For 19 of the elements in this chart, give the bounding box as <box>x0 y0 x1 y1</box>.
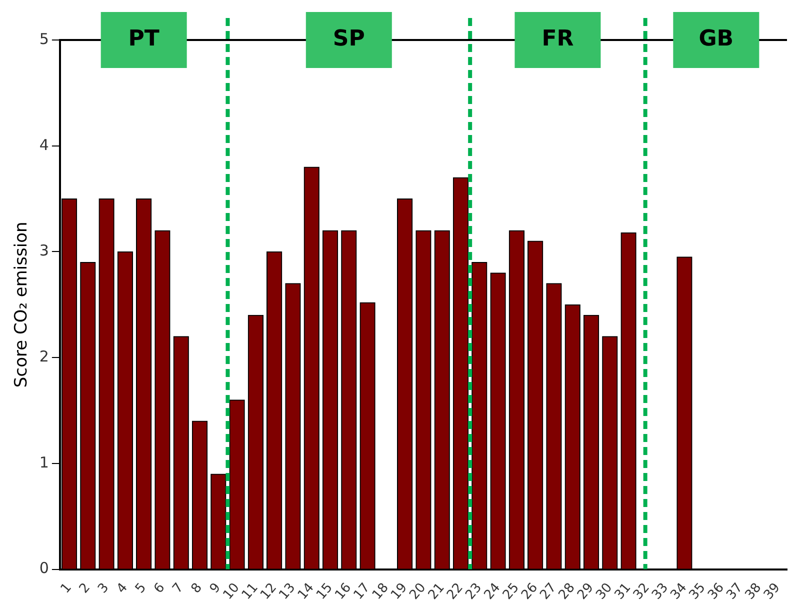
y-tick-label: 4 <box>39 136 49 154</box>
annotation: FR <box>542 26 574 52</box>
y-tick-label: 0 <box>39 559 49 578</box>
annotation: GB <box>698 26 734 52</box>
x-tick-label: 6 <box>151 580 168 596</box>
x-tick-label: 1 <box>58 580 75 596</box>
annotation: PT <box>128 26 160 52</box>
x-tick-label: 3 <box>95 580 112 596</box>
y-axis-title: Score CO₂ emission <box>12 222 32 388</box>
y-tick-label: 5 <box>39 30 49 48</box>
annotation: SP <box>332 26 365 52</box>
y-tick-label: 1 <box>39 453 49 472</box>
x-tick-label: 2 <box>76 580 94 596</box>
x-tick-label: 4 <box>114 580 131 596</box>
x-tick-label: 5 <box>132 580 150 596</box>
x-tick-label: 8 <box>188 580 206 596</box>
y-tick-label: 2 <box>39 347 49 366</box>
y-tick-label: 3 <box>39 242 49 260</box>
x-tick-label: 7 <box>170 580 187 596</box>
